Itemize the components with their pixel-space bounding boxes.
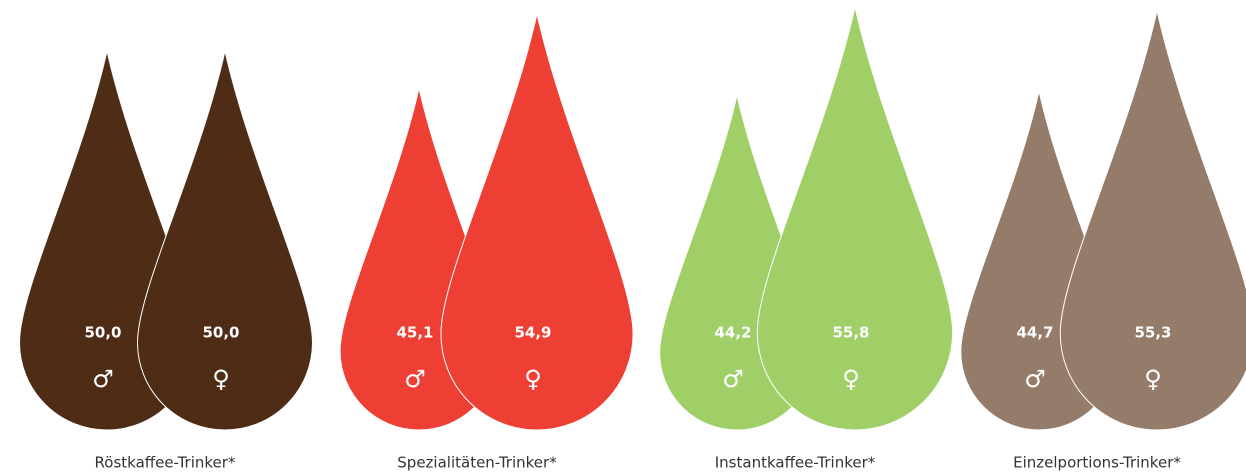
drop bbox=[1059, 10, 1246, 431]
category-label: Spezialitäten-Trinker* bbox=[397, 454, 557, 472]
drop bbox=[440, 13, 634, 431]
gender-symbol: ♂ bbox=[404, 365, 426, 393]
category-label: Instantkaffee-Trinker* bbox=[715, 454, 876, 472]
value-label: 44,2 bbox=[714, 324, 751, 342]
value-label: 50,0 bbox=[84, 324, 121, 342]
gender-symbol: ♀ bbox=[212, 365, 230, 393]
gender-symbol: ♂ bbox=[722, 365, 744, 393]
category-label: Röstkaffee-Trinker* bbox=[95, 454, 236, 472]
value-label: 45,1 bbox=[396, 324, 433, 342]
gender-symbol: ♀ bbox=[524, 365, 542, 393]
gender-symbol: ♂ bbox=[1024, 365, 1046, 393]
value-label: 55,8 bbox=[832, 324, 869, 342]
value-label: 44,7 bbox=[1016, 324, 1053, 342]
gender-symbol: ♀ bbox=[1144, 365, 1162, 393]
drop bbox=[136, 50, 314, 431]
gender-symbol: ♂ bbox=[92, 365, 114, 393]
drop bbox=[756, 6, 954, 431]
gender-symbol: ♀ bbox=[842, 365, 860, 393]
value-label: 50,0 bbox=[202, 324, 239, 342]
category-label: Einzelportions-Trinker* bbox=[1013, 454, 1181, 472]
value-label: 55,3 bbox=[1134, 324, 1171, 342]
value-label: 54,9 bbox=[514, 324, 551, 342]
